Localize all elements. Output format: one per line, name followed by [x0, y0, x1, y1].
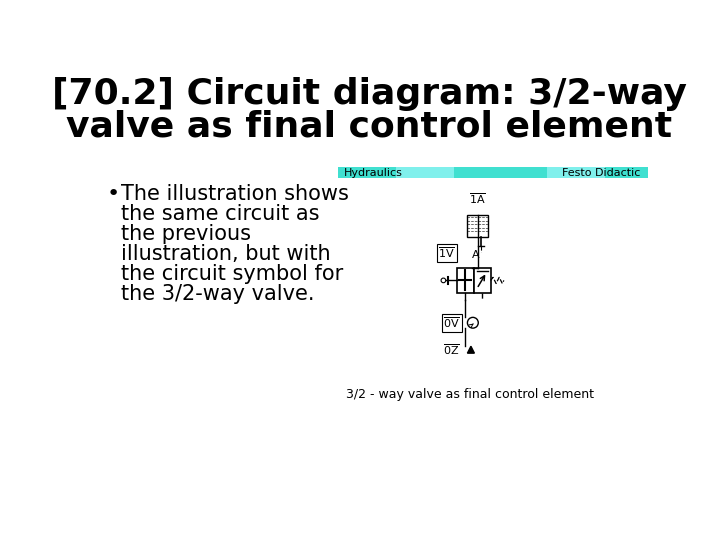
Text: illustration, but with: illustration, but with [121, 244, 330, 264]
Text: [70.2] Circuit diagram: 3/2-way: [70.2] Circuit diagram: 3/2-way [52, 77, 686, 111]
Text: $\overline{\mathregular{0Z}}$: $\overline{\mathregular{0Z}}$ [444, 342, 460, 357]
Bar [338, 167, 396, 178]
Text: the 3/2-way valve.: the 3/2-way valve. [121, 284, 315, 304]
Text: $\overline{\mathregular{1A}}$: $\overline{\mathregular{1A}}$ [469, 191, 486, 206]
Bar [606, 167, 662, 178]
Text: The illustration shows: The illustration shows [121, 184, 349, 204]
Text: the circuit symbol for: the circuit symbol for [121, 264, 343, 284]
Text: valve as final control element: valve as final control element [66, 110, 672, 144]
Text: the same circuit as: the same circuit as [121, 204, 320, 224]
Circle shape [467, 318, 478, 328]
Text: Hydraulics: Hydraulics [344, 167, 403, 178]
Bar [474, 268, 490, 293]
Polygon shape [467, 346, 474, 353]
Text: $\overline{\mathregular{0V}}$: $\overline{\mathregular{0V}}$ [444, 315, 460, 330]
Text: the previous: the previous [121, 224, 251, 244]
Text: •: • [107, 184, 120, 204]
Bar [454, 167, 547, 178]
Circle shape [441, 278, 446, 283]
Text: $\overline{\mathregular{1V}}$: $\overline{\mathregular{1V}}$ [438, 246, 455, 260]
Text: 3/2 - way valve as final control element: 3/2 - way valve as final control element [346, 388, 594, 401]
Bar [547, 167, 606, 178]
Text: A: A [472, 251, 480, 260]
Bar [456, 268, 474, 293]
Bar [467, 215, 488, 237]
Bar [396, 167, 454, 178]
Text: Festo Didactic: Festo Didactic [562, 167, 640, 178]
